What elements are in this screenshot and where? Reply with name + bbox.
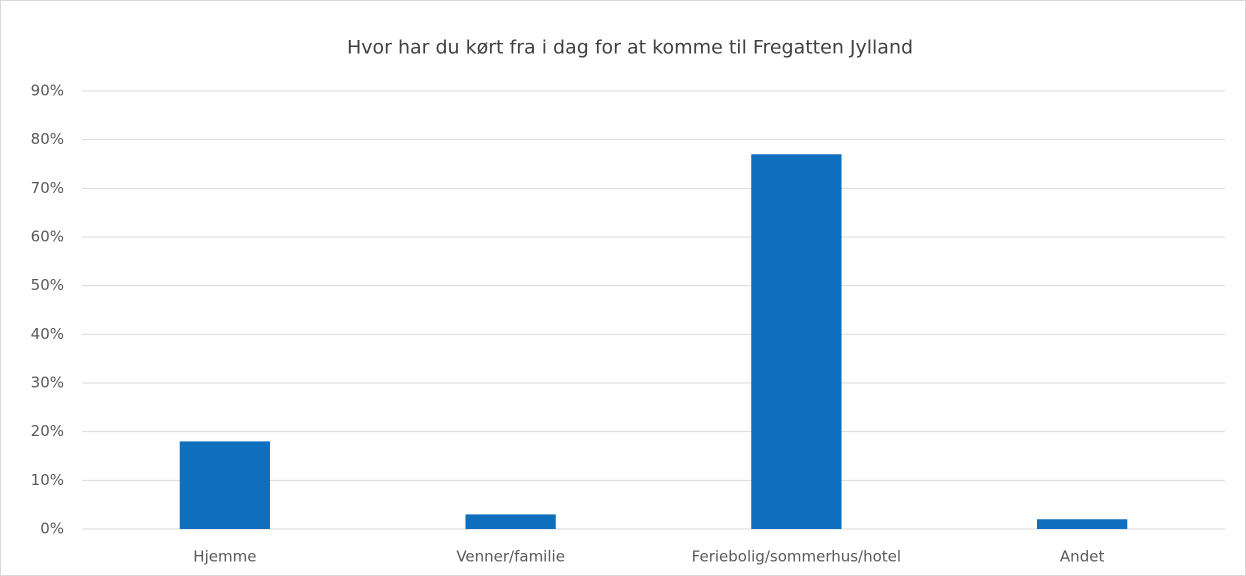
y-tick-label: 70% [31, 179, 64, 197]
y-tick-label: 20% [31, 422, 64, 440]
bar [465, 514, 556, 529]
x-tick-label: Andet [1060, 548, 1105, 566]
x-tick-label: Hjemme [193, 548, 256, 566]
y-tick-label: 0% [40, 520, 64, 538]
x-tick-label: Venner/familie [456, 548, 565, 566]
chart-title: Hvor har du kørt fra i dag for at komme … [347, 37, 913, 59]
bar [179, 441, 271, 529]
y-tick-label: 80% [31, 130, 64, 148]
y-tick-label: 60% [31, 228, 64, 246]
y-tick-label: 40% [31, 325, 64, 343]
x-tick-label: Feriebolig/sommerhus/hotel [692, 548, 901, 566]
y-tick-label: 10% [31, 471, 64, 489]
bar [1036, 519, 1128, 529]
y-tick-label: 90% [31, 82, 64, 100]
bar [751, 154, 842, 529]
y-tick-label: 30% [31, 374, 64, 392]
y-tick-label: 50% [31, 276, 64, 294]
